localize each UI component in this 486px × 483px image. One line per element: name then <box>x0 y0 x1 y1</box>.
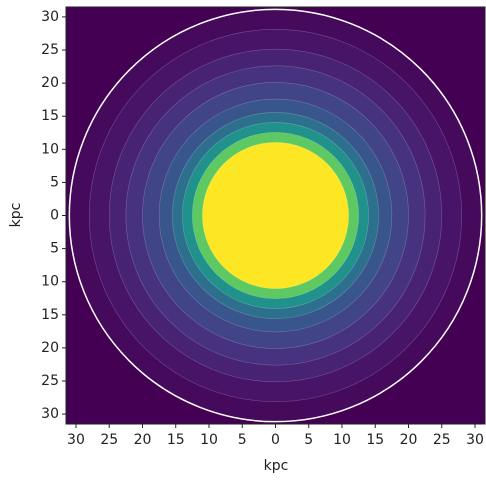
y-tick-label: 20 <box>41 340 59 356</box>
x-axis-label: kpc <box>264 458 289 474</box>
y-tick-label: 15 <box>41 108 59 124</box>
x-tick-label: 25 <box>433 432 451 448</box>
x-tick-label: 25 <box>100 432 118 448</box>
x-tick-label: 5 <box>238 432 247 448</box>
y-tick-label: 10 <box>41 274 59 290</box>
y-tick-label: 10 <box>41 141 59 157</box>
y-tick-label: 25 <box>41 373 59 389</box>
y-tick-label: 15 <box>41 307 59 323</box>
x-tick-label: 15 <box>366 432 384 448</box>
contour-band <box>202 142 349 289</box>
y-tick-label: 25 <box>41 42 59 58</box>
x-tick-label: 10 <box>200 432 218 448</box>
contours <box>68 8 483 423</box>
x-tick-label: 15 <box>167 432 185 448</box>
y-tick-label: 20 <box>41 75 59 91</box>
y-tick-label: 0 <box>50 208 59 224</box>
y-tick-label: 30 <box>41 9 59 25</box>
x-tick-label: 20 <box>400 432 418 448</box>
x-tick-label: 5 <box>304 432 313 448</box>
y-tick-label: 5 <box>50 241 59 257</box>
x-tick-label: 0 <box>271 432 280 448</box>
x-tick-label: 10 <box>333 432 351 448</box>
x-tick-label: 30 <box>67 432 85 448</box>
y-axis-label: kpc <box>8 203 24 228</box>
y-tick-label: 5 <box>50 174 59 190</box>
x-tick-label: 20 <box>134 432 152 448</box>
x-tick-label: 30 <box>466 432 484 448</box>
y-tick-label: 30 <box>41 406 59 422</box>
